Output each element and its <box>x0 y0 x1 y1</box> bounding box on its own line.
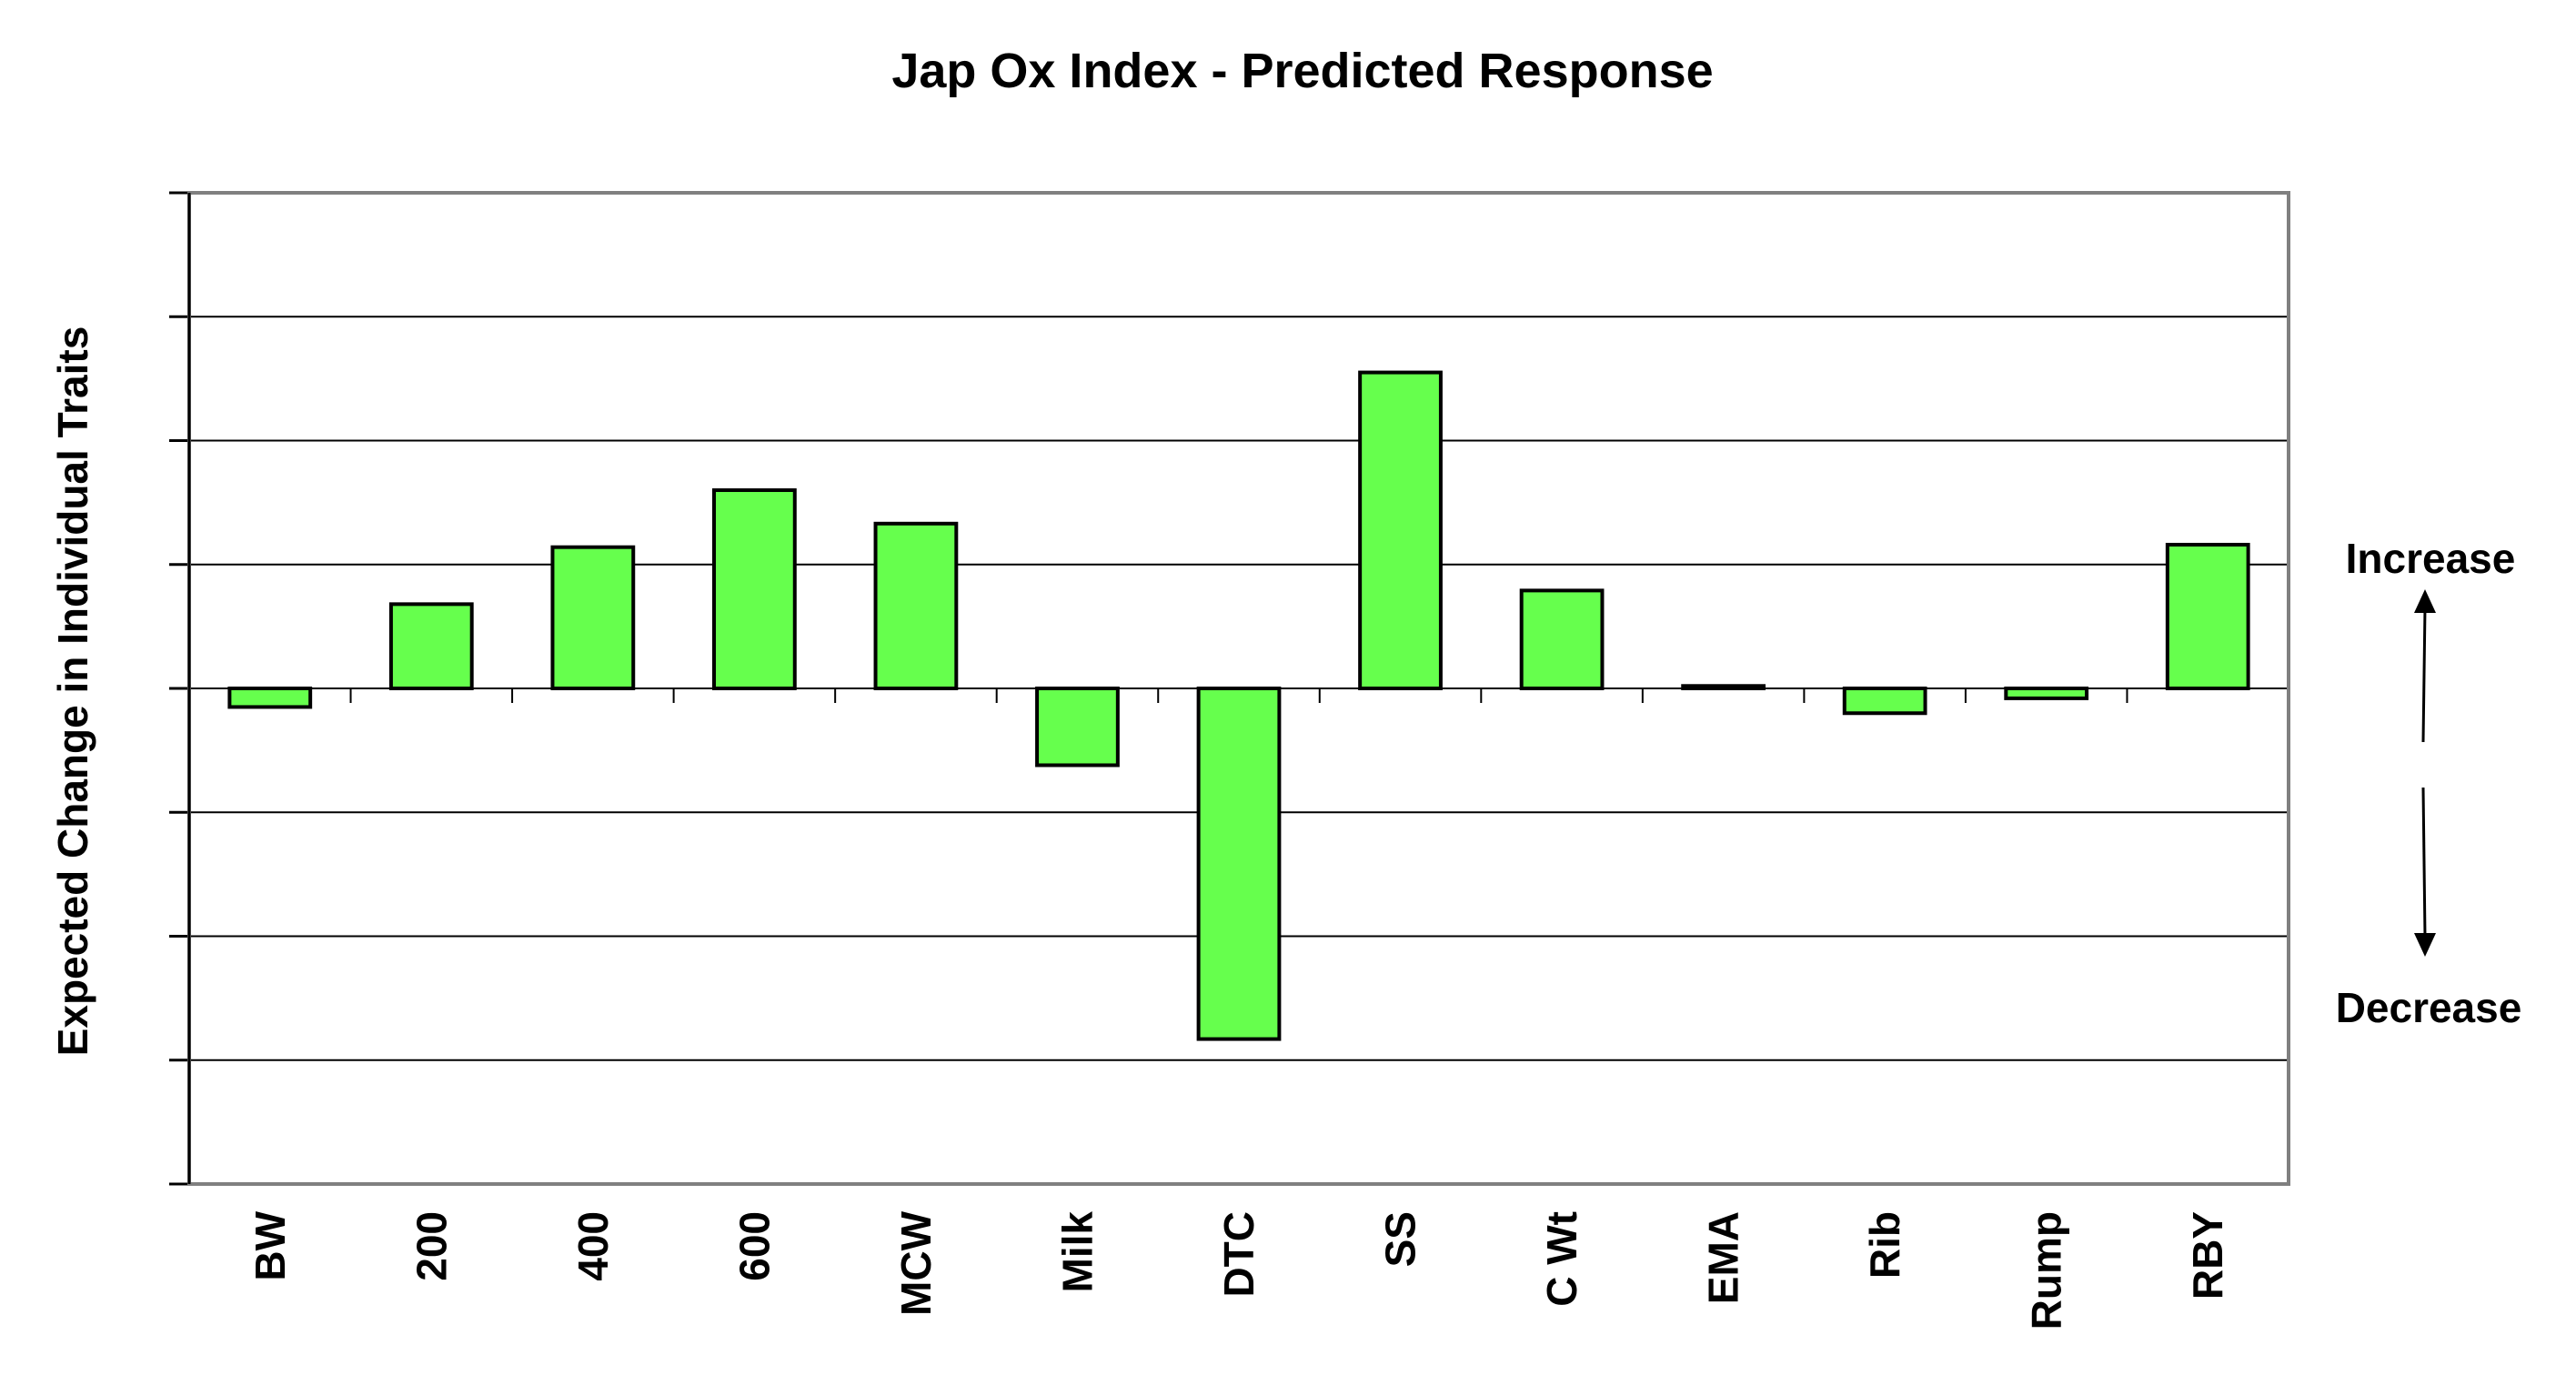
category-label: Milk <box>1053 1211 1101 1293</box>
decrease-annotation: Decrease <box>2336 984 2522 1031</box>
bar-dtc <box>1196 687 1282 1041</box>
category-label: BW <box>247 1210 294 1280</box>
bar-mcw <box>873 521 959 690</box>
category-label: EMA <box>1700 1211 1747 1304</box>
category-label: SS <box>1377 1211 1424 1267</box>
bar-rib <box>1842 687 1927 716</box>
bar-400 <box>550 545 636 690</box>
chart-title: Jap Ox Index - Predicted Response <box>891 44 1713 98</box>
bar-200 <box>388 602 474 690</box>
y-axis-label: Expected Change in Individual Traits <box>49 326 96 1057</box>
bar-bw <box>227 687 313 709</box>
bar-milk <box>1035 687 1120 768</box>
category-label: Rump <box>2023 1211 2070 1330</box>
up-arrow <box>2414 589 2436 743</box>
category-label: DTC <box>1215 1211 1263 1298</box>
category-label: RBY <box>2184 1211 2231 1300</box>
down-arrow <box>2414 787 2436 957</box>
category-label: 600 <box>730 1211 778 1281</box>
category-label: Rib <box>1861 1211 1908 1279</box>
bar-600 <box>712 488 797 690</box>
bar-rump <box>2004 687 2089 700</box>
category-label: MCW <box>892 1210 940 1316</box>
bar-c-wt <box>1519 588 1605 690</box>
bar-rby <box>2165 542 2250 691</box>
increase-annotation: Increase <box>2346 535 2516 582</box>
bars <box>227 370 2250 1041</box>
category-label: 400 <box>569 1211 617 1281</box>
y-axis-ticks <box>169 191 189 1186</box>
category-label: 200 <box>408 1211 455 1281</box>
bar-ss <box>1358 370 1443 690</box>
category-label: C Wt <box>1538 1211 1585 1307</box>
category-labels: BW 200 400 600 MCW Milk DTC SS C Wt EMA Rib Rump RBY <box>247 1210 2231 1330</box>
